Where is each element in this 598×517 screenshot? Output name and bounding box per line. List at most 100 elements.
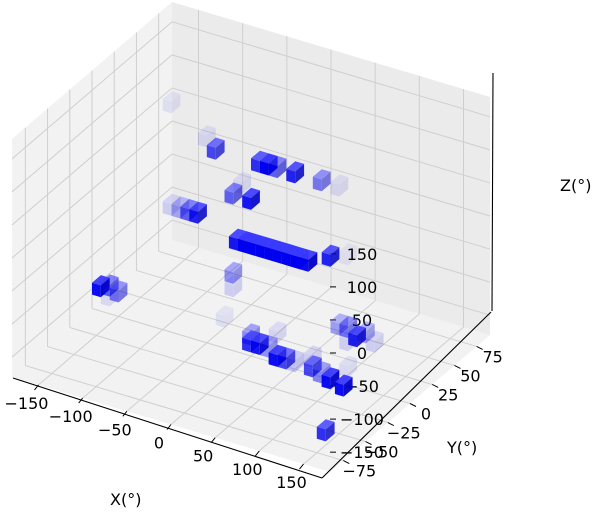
voxel-front	[273, 249, 282, 264]
voxel-top	[281, 244, 300, 255]
grid-line-y	[91, 308, 411, 404]
y-tick-label: 25	[438, 385, 458, 404]
grid-line-z	[171, 153, 491, 250]
x-axis-line	[12, 377, 323, 479]
x-tick-label: −150	[5, 394, 49, 413]
data-voxel	[189, 201, 207, 224]
x-tick-label: 150	[276, 473, 307, 492]
voxel-top	[242, 187, 260, 198]
data-voxel	[316, 419, 335, 442]
x-tick-label: −50	[98, 420, 132, 439]
data-voxel	[215, 305, 234, 328]
data-voxel	[242, 187, 260, 210]
voxel-top	[334, 374, 353, 385]
voxel-side	[286, 350, 296, 370]
voxel-front	[162, 201, 172, 216]
x-tick-label: 100	[232, 460, 263, 479]
voxel-top	[215, 305, 234, 316]
grid-line-z	[11, 21, 173, 160]
voxel-side	[233, 185, 243, 205]
y-tick-mark	[365, 441, 372, 446]
y-tick-label: −50	[365, 443, 399, 462]
voxel-front	[316, 426, 326, 442]
y-tick-label: 50	[460, 366, 480, 385]
voxel-side	[295, 352, 304, 373]
voxel-front	[224, 269, 234, 284]
voxel-front	[215, 313, 225, 328]
voxel-side	[100, 277, 110, 298]
voxel-side	[277, 158, 287, 179]
voxel-top	[339, 355, 358, 366]
voxel-top	[268, 344, 287, 355]
voxel-side	[330, 369, 340, 390]
voxel-side	[242, 174, 252, 194]
voxel-side	[348, 358, 358, 378]
data-voxel	[348, 325, 366, 348]
data-voxel	[224, 182, 243, 205]
grid-line-y	[25, 365, 344, 462]
voxel-side	[374, 333, 384, 353]
voxel-front	[171, 204, 181, 219]
voxel-side	[312, 357, 322, 378]
data-voxel	[206, 137, 225, 160]
voxel-top	[242, 323, 260, 334]
voxel-top	[339, 243, 358, 254]
data-voxel	[162, 91, 181, 114]
data-voxel	[330, 174, 349, 197]
data-voxel	[312, 169, 331, 192]
voxel-front	[281, 252, 291, 267]
voxel-front	[339, 363, 349, 378]
voxel-top	[286, 161, 305, 172]
voxel-top	[246, 233, 265, 245]
x-tick-mark	[299, 463, 304, 470]
voxel-top	[259, 335, 278, 346]
z-tick-label: 150	[347, 245, 378, 264]
voxel-front	[321, 252, 331, 267]
z-tick-label: 0	[357, 344, 367, 363]
voxel-front	[250, 340, 260, 355]
voxel-front	[268, 352, 278, 367]
data-voxels	[92, 91, 384, 442]
voxel-front	[259, 161, 269, 176]
voxel-front	[224, 190, 234, 205]
voxel-side	[233, 277, 243, 298]
voxel-top	[92, 275, 110, 286]
data-voxel	[224, 275, 243, 298]
voxel-side	[251, 190, 260, 210]
x-tick-mark	[166, 424, 172, 430]
voxel-front	[299, 257, 309, 272]
x-axis: −150−100 −50 0 50 100 150 X(°)	[5, 377, 323, 509]
voxel-side	[233, 264, 243, 284]
voxel-top	[189, 201, 207, 212]
z-axis: −150 −100 −50 0 50 100 150 Z(°)	[330, 72, 591, 462]
grid-line-z	[11, 54, 173, 193]
voxel-side	[348, 331, 358, 352]
voxel-side	[348, 245, 358, 266]
voxel-top	[268, 321, 287, 332]
data-voxel	[365, 330, 384, 353]
data-voxel	[321, 367, 340, 390]
voxel-front	[162, 98, 172, 114]
y-tick-mark	[476, 345, 483, 350]
voxel-front	[237, 238, 247, 254]
data-voxel	[321, 244, 340, 267]
voxel-front	[268, 328, 278, 344]
voxel-side	[171, 93, 181, 114]
data-voxel	[197, 125, 216, 148]
voxel-front	[312, 368, 322, 384]
voxel-top	[180, 199, 199, 210]
data-voxel	[92, 275, 110, 298]
grid-line-y	[158, 250, 477, 347]
x-axis-label: X(°)	[110, 490, 141, 509]
voxel-side	[325, 421, 335, 442]
voxel-front	[189, 209, 198, 224]
voxel-side	[308, 252, 318, 272]
voxel-side	[118, 283, 128, 303]
y-tick-label: 75	[482, 347, 502, 366]
y-tick-mark	[409, 403, 417, 407]
voxel-side	[198, 204, 207, 224]
z-tick-label: 100	[347, 278, 378, 297]
voxel-front	[100, 292, 110, 307]
